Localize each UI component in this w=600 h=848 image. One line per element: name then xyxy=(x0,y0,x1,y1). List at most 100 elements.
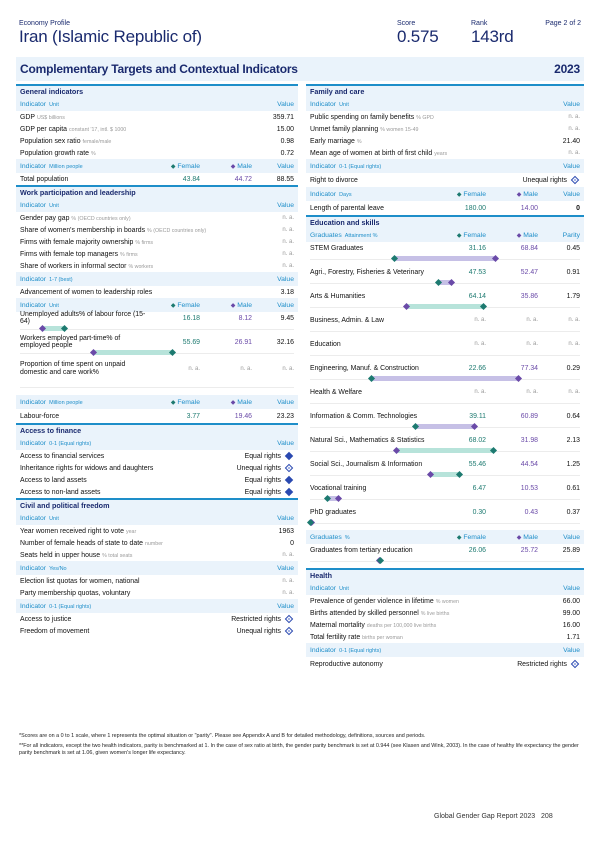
footnote: **For all indicators, except the two hea… xyxy=(19,743,579,756)
rank-value: 143rd xyxy=(471,27,514,46)
male-value: 14.00 xyxy=(520,204,538,212)
row-value: 0.91 xyxy=(566,268,580,276)
female-value: 68.02 xyxy=(468,436,486,444)
female-value: 6.47 xyxy=(472,484,486,492)
row-label: Access to non-land assets xyxy=(20,488,101,496)
unit-label: Million people xyxy=(49,163,83,170)
table-row: GDP per capita constant '17, intl. $ 1000… xyxy=(16,123,298,135)
male-diamond-icon: ◆ xyxy=(230,163,236,170)
table-row: Number of female heads of state to date n… xyxy=(16,537,298,549)
female-header: Female xyxy=(177,301,200,309)
value-header: Value xyxy=(563,162,580,170)
row-value: 23.23 xyxy=(276,412,294,420)
row-unit: % xyxy=(356,138,362,145)
row-unit: % GPD xyxy=(416,114,434,121)
row-value: Unequal rights xyxy=(236,464,281,472)
row-label: Unemployed adults xyxy=(20,311,79,318)
bar-row: Health & Welfare n. a. n. a. n. a. xyxy=(306,386,584,407)
gap-bar xyxy=(42,326,65,331)
female-value: n. a. xyxy=(474,317,486,323)
row-label: Firms with female top managers xyxy=(20,250,119,258)
row-unit: years xyxy=(434,150,448,157)
male-value: 19.46 xyxy=(234,412,252,420)
row-label: Share of workers in informal sector xyxy=(20,262,127,270)
row-value: 3.18 xyxy=(280,288,294,296)
male-diamond-icon: ◆ xyxy=(230,399,236,406)
female-value: 64.14 xyxy=(468,292,486,300)
footnote: *Scores are on a 0 to 1 scale, where 1 r… xyxy=(19,733,426,739)
gap-bar xyxy=(327,496,339,501)
row-label: Early marriage xyxy=(310,137,355,145)
row-label: Firms with female majority ownership xyxy=(20,238,134,246)
row-label: Natural Sci., Mathematics & Statistics xyxy=(310,436,425,444)
row-label: Education xyxy=(310,340,341,348)
male-header: Male xyxy=(237,301,252,309)
table-row: Right to divorce Unequal rights xyxy=(306,173,584,187)
row-unit: % total seats xyxy=(102,552,133,559)
section-title: Family and care xyxy=(306,84,584,97)
unequal-rights-icon xyxy=(570,175,580,185)
table-row: Seats held in upper house% total seats n.… xyxy=(16,549,298,561)
unit-label: Unit xyxy=(49,515,59,522)
row-value: Equal rights xyxy=(244,452,281,460)
row-unit: % firms xyxy=(120,251,138,258)
value-header: Value xyxy=(277,301,294,309)
country-name: Iran (Islamic Republic of) xyxy=(19,27,202,46)
female-value: 22.66 xyxy=(468,364,486,372)
value-header: Value xyxy=(563,584,580,592)
health-section: Health Indicator Unit Value Prevalence of… xyxy=(306,568,584,671)
bar-track xyxy=(20,348,294,357)
male-value: 25.72 xyxy=(520,546,538,554)
table-row: Firms with female majority ownership% fi… xyxy=(16,236,298,248)
unit-label: 1-7 (best) xyxy=(49,276,73,283)
indicator-label: Indicator xyxy=(310,100,337,108)
male-value: 60.89 xyxy=(520,412,538,420)
row-label: Mean age of women at birth of first chil… xyxy=(310,149,433,157)
table-row: Advancement of women to leadership roles… xyxy=(16,286,298,298)
value-header: Value xyxy=(563,533,580,541)
male-value: 44.72 xyxy=(234,175,252,183)
score-value: 0.575 xyxy=(397,27,439,46)
row-unit: % (OECD countries only) xyxy=(147,227,207,234)
table-header: Graduates Attainment % ◆ Female ◆ Male Pa… xyxy=(306,228,584,242)
row-unit: year xyxy=(125,528,137,535)
table-row: Party membership quotas, voluntary n. a. xyxy=(16,587,298,599)
row-value: 0 xyxy=(290,539,294,547)
row-label: Unmet family planning xyxy=(310,125,379,133)
table-header: Indicator Unit Value xyxy=(16,198,298,212)
bar-row: Unemployed adults% of labour force (15-6… xyxy=(16,311,298,333)
row-value: 32.16 xyxy=(276,338,294,346)
bar-track xyxy=(20,324,294,333)
indicator-label: Indicator xyxy=(310,162,337,170)
row-label: PhD graduates xyxy=(310,508,356,516)
value-header: Value xyxy=(277,564,294,572)
row-unit: % women 15-49 xyxy=(380,126,419,133)
table-header: Graduates% ◆ Female ◆ Male Value xyxy=(306,530,584,544)
banner-title: Complementary Targets and Contextual Ind… xyxy=(20,62,298,76)
bar-track xyxy=(310,446,580,455)
row-label: Public spending on family benefits xyxy=(310,113,415,121)
page-number: 208 xyxy=(541,813,553,820)
row-value: n. a. xyxy=(568,114,580,120)
table-row: Maternal mortality deaths per 100,000 liv… xyxy=(306,619,584,631)
table-header: Indicator 0-1 (Equal rights) Value xyxy=(306,643,584,657)
male-value: 31.98 xyxy=(520,436,538,444)
bar-row: Natural Sci., Mathematics & Statistics 68… xyxy=(306,434,584,455)
table-header: Indicator Days ◆ Female ◆ Male Value xyxy=(306,187,584,201)
row-value: Unequal rights xyxy=(236,627,281,635)
row-value: Equal rights xyxy=(244,488,281,496)
female-value: 39.11 xyxy=(469,412,486,420)
indicator-label: Indicator xyxy=(310,190,337,198)
row-unit: % xyxy=(92,369,99,376)
page-header: Economy Profile Iran (Islamic Republic o… xyxy=(19,20,581,60)
page-footer: Global Gender Gap Report 2023 208 xyxy=(434,813,553,820)
table-row: Total fertility rate births per woman 1.71 xyxy=(306,631,584,643)
row-value: n. a. xyxy=(282,239,294,245)
row-value: 15.00 xyxy=(276,125,294,133)
indicator-label: Indicator xyxy=(20,301,47,309)
male-value: 35.86 xyxy=(520,292,538,300)
general-indicators-section: General indicators Indicator Unit Value G… xyxy=(16,84,298,185)
table-row: Freedom of movement Unequal rights xyxy=(16,625,298,637)
female-header: Female xyxy=(177,162,200,170)
female-header: Female xyxy=(463,190,486,198)
